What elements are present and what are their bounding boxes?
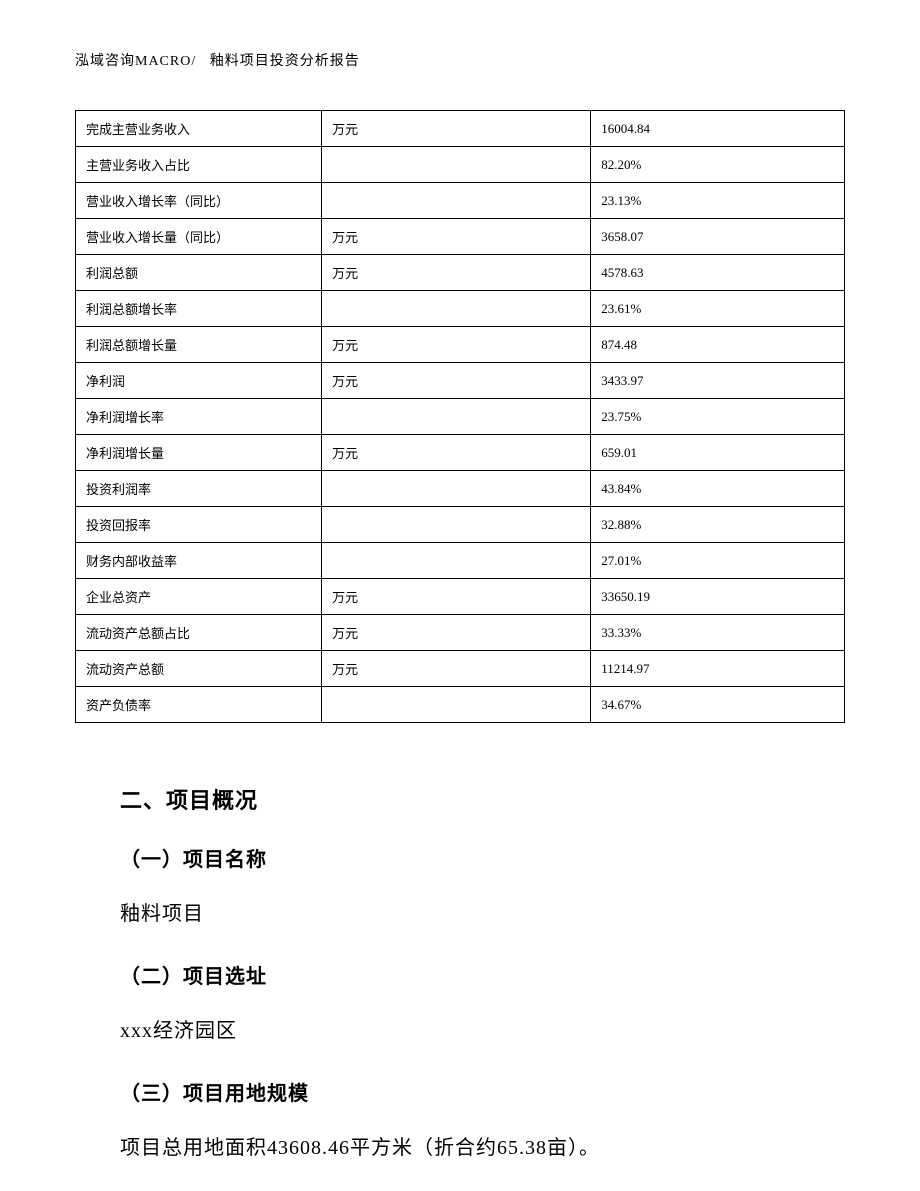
financial-table: 完成主营业务收入万元16004.84主营业务收入占比82.20%营业收入增长率（…: [75, 110, 845, 723]
section-heading: 二、项目概况: [120, 783, 845, 815]
subsection-3-text: 项目总用地面积43608.46平方米（折合约65.38亩）。: [120, 1130, 845, 1166]
table-row: 流动资产总额占比万元33.33%: [76, 615, 845, 651]
page-header: 泓域咨询MACRO/ 釉料项目投资分析报告: [75, 50, 845, 70]
table-cell-unit: 万元: [322, 651, 591, 687]
table-cell-label: 财务内部收益率: [76, 543, 322, 579]
table-cell-value: 34.67%: [591, 687, 845, 723]
table-cell-label: 净利润: [76, 363, 322, 399]
table-row: 资产负债率 34.67%: [76, 687, 845, 723]
table-cell-value: 4578.63: [591, 255, 845, 291]
header-title: 釉料项目投资分析报告: [210, 54, 360, 69]
table-row: 营业收入增长率（同比） 23.13%: [76, 183, 845, 219]
table-row: 净利润增长率 23.75%: [76, 399, 845, 435]
table-row: 流动资产总额万元11214.97: [76, 651, 845, 687]
header-company: 泓域咨询MACRO/: [75, 54, 196, 69]
table-cell-label: 主营业务收入占比: [76, 147, 322, 183]
table-cell-label: 净利润增长量: [76, 435, 322, 471]
table-cell-value: 32.88%: [591, 507, 845, 543]
table-cell-unit: [322, 687, 591, 723]
table-cell-unit: [322, 147, 591, 183]
subsection-3-heading: （三）项目用地规模: [120, 1077, 845, 1106]
table-cell-label: 企业总资产: [76, 579, 322, 615]
table-cell-value: 33650.19: [591, 579, 845, 615]
table-cell-unit: 万元: [322, 255, 591, 291]
table-cell-label: 营业收入增长量（同比）: [76, 219, 322, 255]
table-cell-label: 净利润增长率: [76, 399, 322, 435]
table-cell-value: 27.01%: [591, 543, 845, 579]
table-cell-value: 3433.97: [591, 363, 845, 399]
table-row: 净利润万元3433.97: [76, 363, 845, 399]
table-cell-unit: 万元: [322, 219, 591, 255]
table-cell-label: 利润总额增长量: [76, 327, 322, 363]
table-row: 营业收入增长量（同比）万元3658.07: [76, 219, 845, 255]
table-cell-value: 43.84%: [591, 471, 845, 507]
table-cell-value: 659.01: [591, 435, 845, 471]
table-cell-label: 投资回报率: [76, 507, 322, 543]
table-cell-value: 874.48: [591, 327, 845, 363]
table-cell-value: 23.61%: [591, 291, 845, 327]
table-row: 企业总资产万元33650.19: [76, 579, 845, 615]
table-cell-unit: [322, 507, 591, 543]
subsection-1-text: 釉料项目: [120, 896, 845, 932]
table-row: 利润总额增长率 23.61%: [76, 291, 845, 327]
table-cell-unit: 万元: [322, 363, 591, 399]
table-cell-value: 16004.84: [591, 111, 845, 147]
table-cell-label: 利润总额: [76, 255, 322, 291]
table-cell-value: 33.33%: [591, 615, 845, 651]
subsection-2-heading: （二）项目选址: [120, 960, 845, 989]
table-row: 投资回报率 32.88%: [76, 507, 845, 543]
table-cell-label: 营业收入增长率（同比）: [76, 183, 322, 219]
table-cell-label: 资产负债率: [76, 687, 322, 723]
table-row: 主营业务收入占比 82.20%: [76, 147, 845, 183]
table-cell-unit: 万元: [322, 327, 591, 363]
table-cell-value: 23.13%: [591, 183, 845, 219]
table-cell-unit: [322, 291, 591, 327]
table-cell-unit: 万元: [322, 579, 591, 615]
table-cell-label: 完成主营业务收入: [76, 111, 322, 147]
table-cell-unit: [322, 471, 591, 507]
table-row: 利润总额万元4578.63: [76, 255, 845, 291]
table-cell-unit: 万元: [322, 111, 591, 147]
table-cell-label: 利润总额增长率: [76, 291, 322, 327]
table-cell-label: 流动资产总额占比: [76, 615, 322, 651]
subsection-2-text: xxx经济园区: [120, 1013, 845, 1049]
table-row: 净利润增长量万元659.01: [76, 435, 845, 471]
subsection-1-heading: （一）项目名称: [120, 843, 845, 872]
table-row: 完成主营业务收入万元16004.84: [76, 111, 845, 147]
table-cell-label: 流动资产总额: [76, 651, 322, 687]
table-cell-unit: [322, 399, 591, 435]
table-cell-unit: 万元: [322, 615, 591, 651]
table-cell-label: 投资利润率: [76, 471, 322, 507]
table-cell-value: 3658.07: [591, 219, 845, 255]
table-cell-unit: [322, 543, 591, 579]
table-cell-unit: 万元: [322, 435, 591, 471]
table-cell-value: 82.20%: [591, 147, 845, 183]
table-row: 财务内部收益率 27.01%: [76, 543, 845, 579]
table-cell-unit: [322, 183, 591, 219]
table-row: 投资利润率 43.84%: [76, 471, 845, 507]
table-cell-value: 11214.97: [591, 651, 845, 687]
table-row: 利润总额增长量万元874.48: [76, 327, 845, 363]
table-cell-value: 23.75%: [591, 399, 845, 435]
